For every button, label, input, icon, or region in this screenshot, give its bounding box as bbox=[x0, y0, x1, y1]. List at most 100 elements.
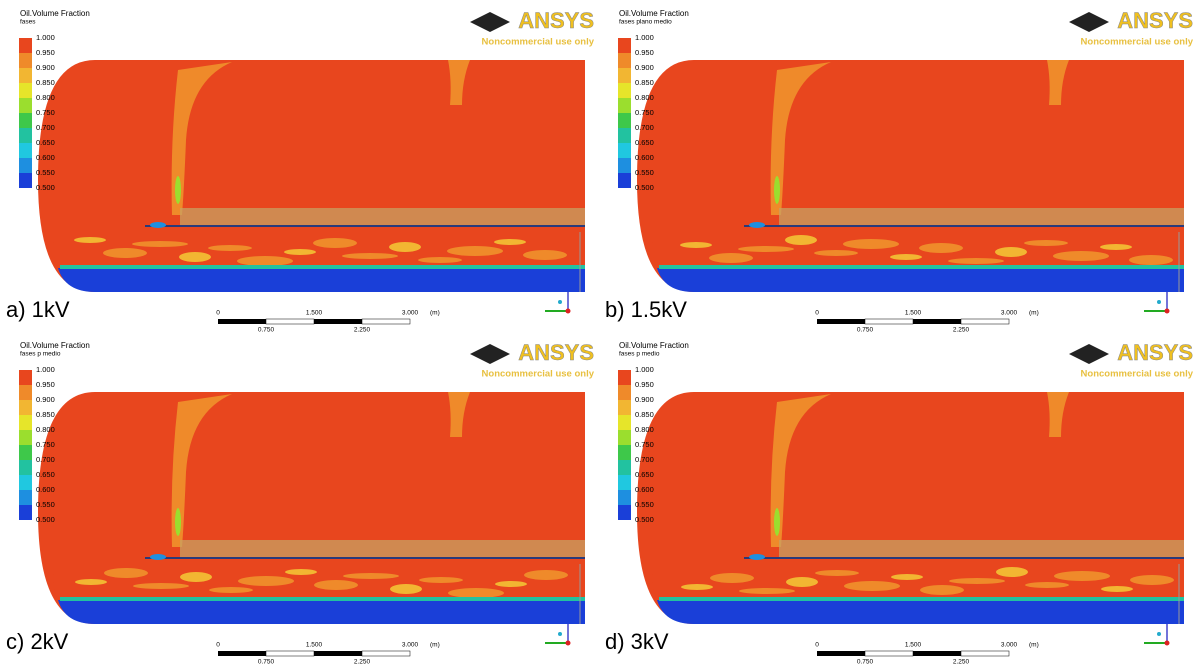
plume-core bbox=[774, 508, 780, 536]
interface bbox=[60, 265, 585, 269]
scale-label: (m) bbox=[430, 310, 440, 317]
axis-y bbox=[558, 300, 562, 304]
blob bbox=[418, 257, 462, 263]
logo-note: Noncommercial use only bbox=[1081, 369, 1194, 380]
legend-tick: 0.650 bbox=[36, 470, 55, 479]
axis-y bbox=[558, 632, 562, 636]
legend-swatch bbox=[19, 38, 32, 53]
panel-label: d) 3kV bbox=[605, 629, 669, 654]
legend-title: Oil.Volume Fraction bbox=[619, 341, 689, 350]
blob bbox=[180, 572, 212, 582]
scale-label: 0 bbox=[216, 642, 220, 649]
blob bbox=[74, 237, 106, 243]
blob bbox=[495, 581, 527, 587]
legend-tick: 0.550 bbox=[635, 168, 654, 177]
blob bbox=[494, 239, 526, 245]
blob bbox=[738, 246, 794, 252]
axis-origin bbox=[1165, 641, 1170, 646]
plume-core bbox=[175, 508, 181, 536]
legend-tick: 0.600 bbox=[36, 153, 55, 162]
legend-tick: 1.000 bbox=[635, 33, 654, 42]
legend-title: Oil.Volume Fraction bbox=[20, 341, 90, 350]
legend-title: Oil.Volume Fraction bbox=[20, 9, 90, 18]
legend-swatch bbox=[19, 445, 32, 460]
blob bbox=[208, 245, 252, 251]
blob bbox=[814, 250, 858, 256]
scale-white-2 bbox=[362, 651, 410, 656]
blob bbox=[1100, 244, 1132, 250]
legend-swatch bbox=[618, 460, 631, 475]
legend-swatch bbox=[618, 430, 631, 445]
legend-swatch bbox=[19, 505, 32, 520]
blob bbox=[739, 588, 795, 594]
panel: Oil.Volume Fractionfases1.0000.9500.9000… bbox=[6, 8, 595, 334]
blob bbox=[786, 577, 818, 587]
legend-swatch bbox=[618, 370, 631, 385]
legend-tick: 0.950 bbox=[635, 380, 654, 389]
blob bbox=[237, 256, 293, 266]
legend-swatch bbox=[618, 83, 631, 98]
blob bbox=[709, 253, 753, 263]
blob bbox=[785, 235, 817, 245]
legend-swatch bbox=[618, 415, 631, 430]
legend-swatch bbox=[19, 128, 32, 143]
blob bbox=[1053, 251, 1109, 261]
legend-tick: 0.700 bbox=[36, 123, 55, 132]
blob bbox=[1101, 586, 1133, 592]
scale-label: (m) bbox=[1029, 310, 1039, 317]
legend-tick: 0.900 bbox=[36, 395, 55, 404]
legend-swatch bbox=[618, 68, 631, 83]
legend-tick: 0.950 bbox=[36, 48, 55, 57]
legend-tick: 0.650 bbox=[36, 138, 55, 147]
legend-swatch bbox=[19, 400, 32, 415]
scale-label: 1.500 bbox=[905, 642, 922, 649]
bottom-layer bbox=[657, 268, 1184, 292]
scale-label: 2.250 bbox=[354, 327, 371, 334]
legend-subtitle: fases p medio bbox=[20, 351, 61, 358]
scale-label: 3.000 bbox=[1001, 642, 1018, 649]
interface bbox=[659, 597, 1184, 601]
scale-label: 0.750 bbox=[857, 659, 874, 665]
logo-name: ANSYS bbox=[518, 340, 594, 365]
legend-swatch bbox=[19, 460, 32, 475]
scale-label: 3.000 bbox=[402, 310, 419, 317]
blob bbox=[891, 574, 923, 580]
legend-tick: 0.600 bbox=[635, 153, 654, 162]
scale-label: 0 bbox=[815, 642, 819, 649]
blob bbox=[1024, 240, 1068, 246]
blob bbox=[710, 573, 754, 583]
legend-tick: 1.000 bbox=[635, 365, 654, 374]
axis-origin bbox=[566, 641, 571, 646]
bottom-layer bbox=[58, 268, 585, 292]
legend-tick: 0.700 bbox=[635, 123, 654, 132]
logo-name: ANSYS bbox=[1117, 8, 1193, 33]
legend-swatch bbox=[618, 173, 631, 188]
legend-tick: 0.500 bbox=[36, 515, 55, 524]
legend-subtitle: fases bbox=[20, 19, 36, 26]
legend-tick: 0.850 bbox=[635, 78, 654, 87]
panel-label: c) 2kV bbox=[6, 629, 69, 654]
legend-swatch bbox=[19, 370, 32, 385]
pipe-band bbox=[779, 540, 1184, 558]
legend-tick: 0.800 bbox=[635, 93, 654, 102]
blob bbox=[949, 578, 1005, 584]
legend-swatch bbox=[618, 385, 631, 400]
legend-swatch bbox=[19, 113, 32, 128]
blob bbox=[132, 241, 188, 247]
scale-label: 0 bbox=[216, 310, 220, 317]
scale-black-2 bbox=[314, 651, 362, 656]
scale-white-1 bbox=[865, 651, 913, 656]
scale-label: 2.250 bbox=[953, 327, 970, 334]
legend-tick: 0.800 bbox=[36, 425, 55, 434]
legend-swatch bbox=[618, 143, 631, 158]
bottom-layer bbox=[58, 600, 585, 624]
inlet bbox=[749, 554, 765, 560]
plume-core bbox=[774, 176, 780, 204]
legend-tick: 0.900 bbox=[635, 395, 654, 404]
blob bbox=[996, 567, 1028, 577]
legend-swatch bbox=[618, 400, 631, 415]
blob bbox=[179, 252, 211, 262]
scale-white-2 bbox=[961, 319, 1009, 324]
legend-subtitle: fases plano medio bbox=[619, 19, 672, 26]
